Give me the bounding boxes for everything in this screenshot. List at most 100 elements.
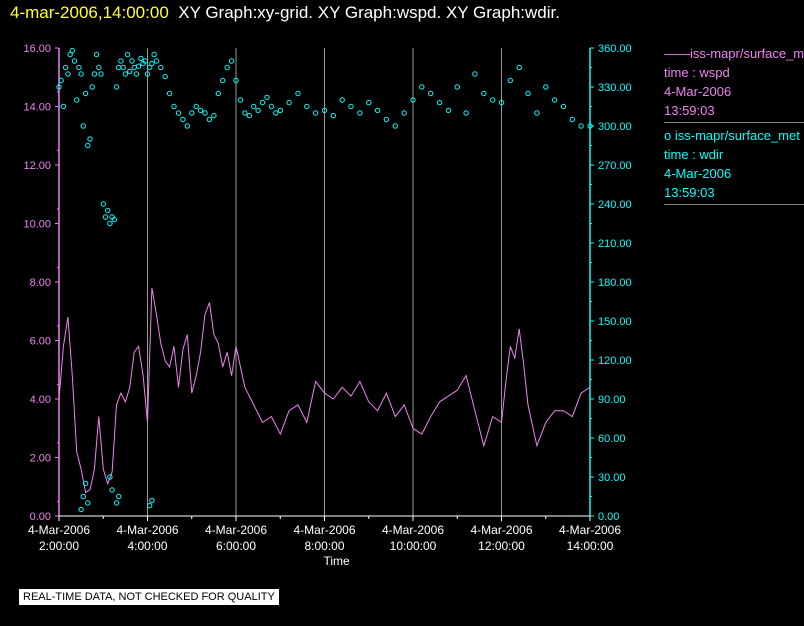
- scatter-point-wdir: [237, 97, 244, 103]
- scatter-point-wdir: [463, 110, 469, 116]
- scatter-point-wdir: [80, 493, 87, 500]
- x-tick-label-time: 10:00:00: [390, 539, 437, 553]
- scatter-point-wdir: [202, 110, 208, 116]
- scatter-point-wdir: [102, 214, 109, 220]
- scatter-point-wdir: [65, 71, 71, 77]
- scatter-point-wdir: [357, 110, 363, 116]
- scatter-point-wdir: [135, 63, 142, 69]
- scatter-point-wdir: [312, 110, 319, 116]
- scatter-point-wdir: [153, 58, 160, 64]
- scatter-point-wdir: [144, 71, 151, 77]
- scatter-point-wdir: [131, 64, 137, 71]
- scatter-point-wdir: [78, 71, 84, 77]
- y-right-tick-label: 0.00: [598, 511, 619, 523]
- scatter-point-wdir: [98, 71, 104, 77]
- scatter-point-wdir: [105, 207, 111, 214]
- scatter-point-wdir: [109, 487, 115, 493]
- y-right-tick-label: 270.00: [598, 160, 632, 172]
- scatter-point-wdir: [116, 64, 122, 71]
- x-tick-label-time: 14:00:00: [567, 539, 614, 553]
- scatter-point-wdir: [348, 103, 354, 110]
- legend: ——iss-mapr/surface_met time : wspd 4-Mar…: [664, 44, 804, 208]
- scatter-point-wdir: [149, 60, 155, 67]
- scatter-point-wdir: [578, 123, 584, 129]
- x-tick-label-date: 4-Mar-2006: [470, 523, 532, 537]
- y-left-tick-label: 12.00: [23, 160, 51, 172]
- legend-source-wdir: o iss-mapr/surface_met: [664, 128, 800, 143]
- y-right-tick-label: 120.00: [598, 355, 632, 367]
- scatter-point-wdir: [516, 64, 522, 71]
- y-right-tick-label: 240.00: [598, 199, 632, 211]
- legend-date-wspd: 4-Mar-2006: [664, 84, 732, 99]
- scatter-point-wdir: [116, 493, 122, 500]
- legend-field-wdir: time : wdir: [664, 147, 724, 162]
- x-tick-label-time: 2:00:00: [39, 539, 79, 553]
- scatter-point-wdir: [76, 64, 82, 71]
- scatter-point-wdir: [87, 136, 93, 142]
- scatter-point-wdir: [498, 99, 505, 106]
- scatter-point-wdir: [175, 110, 182, 116]
- scatter-point-wdir: [58, 77, 64, 84]
- scatter-point-wdir: [525, 90, 531, 97]
- scatter-point-wdir: [255, 107, 261, 114]
- chart-title: 4-mar-2006,14:00:00 XY Graph:xy-grid. XY…: [10, 3, 560, 23]
- scatter-point-wdir: [401, 110, 407, 116]
- scatter-point-wdir: [419, 84, 425, 90]
- scatter-point-wdir: [560, 103, 567, 110]
- scatter-point-wdir: [273, 110, 279, 116]
- scatter-point-wdir: [304, 103, 310, 110]
- legend-circle-marker: o: [664, 128, 672, 143]
- scatter-point-wdir: [69, 47, 76, 54]
- scatter-point-wdir: [206, 116, 213, 123]
- scatter-point-wdir: [60, 103, 67, 110]
- scatter-point-wdir: [286, 99, 292, 106]
- scatter-point-wdir: [569, 116, 575, 123]
- x-tick-label-time: 12:00:00: [478, 539, 525, 553]
- x-axis-label: Time: [324, 554, 351, 568]
- y-left-tick-label: 0.00: [30, 511, 51, 523]
- scatter-point-wdir: [215, 90, 222, 97]
- scatter-point-wdir: [93, 51, 100, 58]
- scatter-point-wdir: [330, 112, 336, 119]
- scatter-point-wdir: [89, 84, 95, 90]
- legend-entry-wspd: ——iss-mapr/surface_met time : wspd 4-Mar…: [664, 44, 804, 123]
- legend-source-wspd: ——iss-mapr/surface_met: [664, 46, 804, 61]
- scatter-point-wdir: [71, 58, 78, 64]
- scatter-point-wdir: [147, 502, 153, 509]
- y-right-tick-label: 210.00: [598, 238, 632, 250]
- quality-notice: REAL-TIME DATA, NOT CHECKED FOR QUALITY: [19, 589, 279, 605]
- scatter-point-wdir: [85, 142, 91, 149]
- scatter-point-wdir: [189, 110, 195, 116]
- x-tick-label-date: 4-Mar-2006: [28, 523, 90, 537]
- y-left-tick-label: 10.00: [23, 219, 51, 231]
- scatter-point-wdir: [80, 123, 87, 129]
- legend-line-marker: ——: [664, 46, 690, 61]
- scatter-point-wdir: [120, 64, 126, 71]
- y-left-tick-label: 6.00: [30, 336, 51, 348]
- scatter-point-wdir: [445, 107, 452, 114]
- scatter-point-wdir: [107, 220, 113, 227]
- scatter-point-wdir: [339, 97, 345, 103]
- scatter-point-wdir: [242, 110, 248, 116]
- scatter-point-wdir: [374, 107, 381, 114]
- y-left-tick-label: 16.00: [23, 43, 51, 55]
- scatter-point-wdir: [85, 500, 91, 506]
- scatter-point-wdir: [277, 107, 283, 114]
- scatter-point-wdir: [224, 64, 230, 71]
- y-right-tick-label: 300.00: [598, 121, 632, 133]
- scatter-point-wdir: [62, 64, 69, 71]
- scatter-point-wdir: [113, 500, 120, 506]
- scatter-point-wdir: [91, 71, 98, 77]
- scatter-point-wdir: [100, 201, 107, 207]
- scatter-point-wdir: [180, 116, 186, 123]
- scatter-point-wdir: [251, 103, 257, 110]
- scatter-point-wdir: [74, 97, 80, 103]
- scatter-point-wdir: [129, 58, 135, 64]
- x-tick-label-time: 4:00:00: [127, 539, 167, 553]
- x-tick-label-date: 4-Mar-2006: [116, 523, 178, 537]
- legend-date-wdir: 4-Mar-2006: [664, 166, 732, 181]
- scatter-point-wdir: [82, 90, 89, 97]
- scatter-point-wdir: [138, 55, 144, 62]
- scatter-point-wdir: [321, 107, 328, 114]
